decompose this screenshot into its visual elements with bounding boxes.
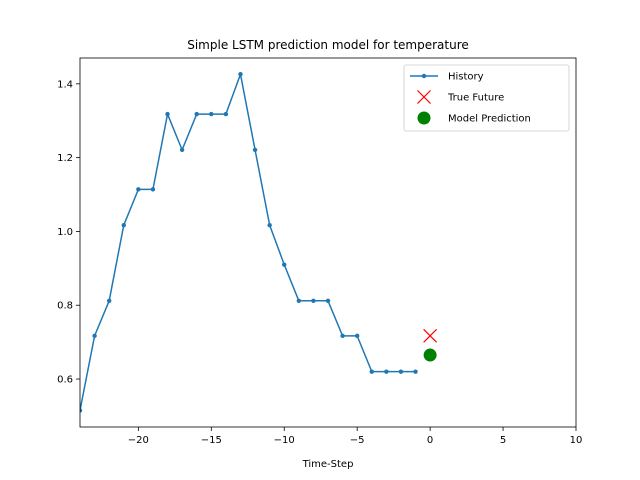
history-point (106, 298, 112, 304)
legend-item-history: History (410, 72, 484, 83)
history-point (223, 111, 229, 117)
history-point (282, 262, 287, 267)
x-tick-label: −20 (128, 435, 149, 446)
x-tick-label: −15 (201, 435, 222, 446)
axes-frame (79, 57, 577, 428)
history-point (311, 298, 316, 304)
model-prediction-point (423, 348, 437, 362)
history-point (296, 298, 302, 304)
true-future-stroke-b (423, 328, 438, 343)
y-tick-label: 1.4 (57, 79, 73, 90)
history-point (398, 369, 404, 374)
history-point (136, 187, 141, 192)
chart-title: Simple LSTM prediction model for tempera… (187, 38, 469, 52)
y-tick-label: 0.6 (57, 375, 73, 386)
history-point (209, 111, 214, 117)
history-point (238, 72, 243, 77)
legend-item-true-future: True Future (417, 90, 504, 104)
x-axis-label: Time-Step (302, 459, 354, 470)
history-point (267, 222, 272, 228)
x-tick-label: 5 (500, 435, 506, 446)
history-point (340, 333, 345, 339)
legend-item-model-prediction: Model Prediction (417, 111, 531, 125)
legend-circle-swatch (417, 111, 431, 125)
history-point (121, 222, 126, 228)
x-tick-label: 0 (427, 435, 433, 446)
legend-label: True Future (447, 93, 504, 104)
history-point (413, 369, 418, 374)
legend-label: History (448, 72, 484, 83)
true-future-point (423, 328, 438, 343)
plot-area (79, 57, 577, 428)
y-tick-label: 1.2 (57, 153, 73, 164)
legend-x-stroke-b (417, 90, 431, 104)
plot-content (80, 72, 438, 413)
x-tick-label: −10 (274, 435, 295, 446)
y-axis: 0.6 0.8 1.0 1.2 1.4 (57, 79, 80, 386)
history-point (369, 369, 374, 374)
history-point (92, 333, 97, 339)
history-point (80, 408, 83, 413)
history-point (384, 369, 389, 374)
y-tick-label: 0.8 (57, 301, 73, 312)
history-line (80, 73, 416, 411)
history-point (325, 298, 331, 304)
history-point (354, 333, 360, 339)
x-axis: −20 −15 −10 −5 0 5 10 (128, 427, 583, 446)
legend-label: Model Prediction (448, 114, 531, 125)
history-point (179, 147, 185, 153)
history-point (150, 187, 156, 192)
x-tick-label: −5 (350, 435, 365, 446)
y-tick-label: 1.0 (57, 227, 73, 238)
history-point (252, 147, 258, 153)
legend-box (403, 64, 570, 132)
history-point (194, 111, 199, 117)
legend-marker-swatch (421, 73, 427, 79)
x-tick-label: 10 (570, 435, 583, 446)
legend: History True Future Model Prediction (403, 64, 570, 132)
history-point (165, 111, 170, 117)
